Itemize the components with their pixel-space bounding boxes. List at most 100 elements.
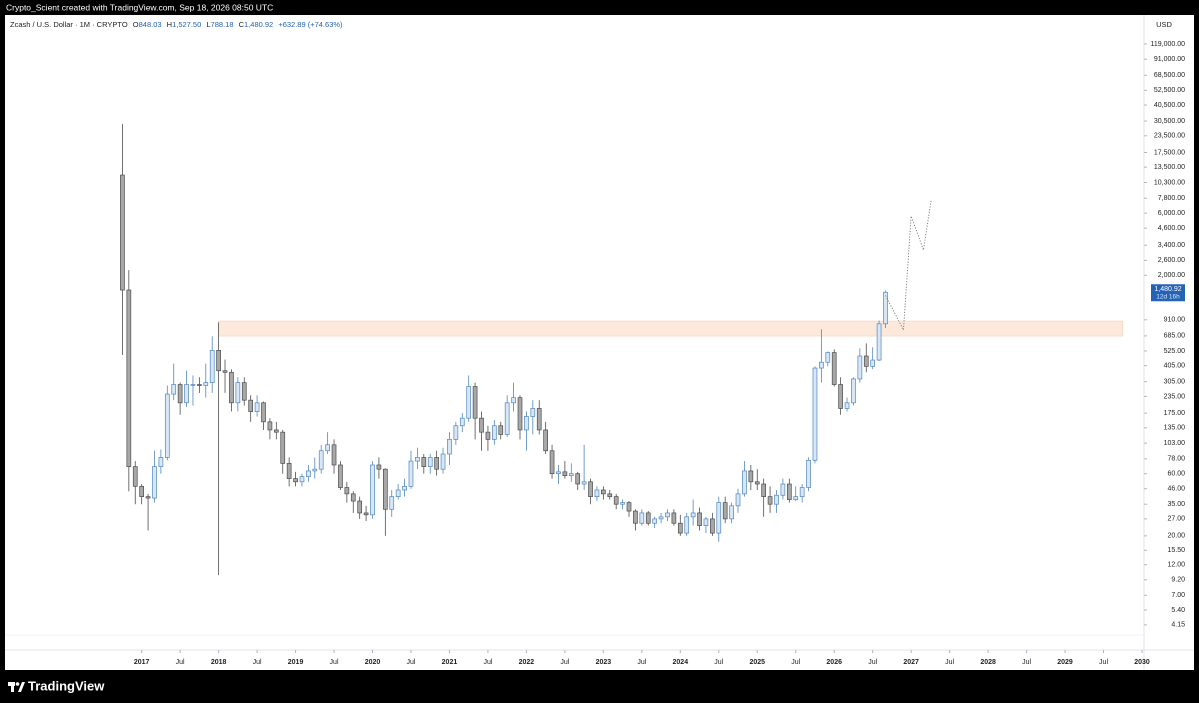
candle-body [312,468,318,472]
candle-body [665,512,670,518]
candle-body [767,496,773,505]
candle-body [613,496,619,505]
logo-shape [18,682,25,692]
candle-body [427,457,433,467]
candle-body [825,352,831,363]
x-tick-label: Jul [253,659,262,666]
candle-body [241,382,247,401]
candle-body [376,464,382,470]
x-tick-label: Jul [791,659,800,666]
candle-body [299,476,305,483]
candle-body [690,512,696,518]
y-tick-label: 91,000.00 [1154,56,1185,63]
candle-body [472,386,478,419]
candle-body [184,384,189,404]
candle-body [838,384,843,409]
candle-body [883,291,888,325]
candle-body [267,421,273,431]
candle-body [844,402,850,409]
candle-body [806,459,811,488]
candle-body [870,359,876,367]
candle-body [774,494,779,505]
candle-body [382,468,388,510]
x-tick-label: Jul [1099,659,1108,666]
candle-body [389,496,395,510]
candle-body [716,502,722,534]
candle-body [447,439,452,455]
candle-body [357,500,363,514]
legend: Zcash / U.S. Dollar · 1M · CRYPTO O848.0… [10,20,343,29]
candle-body [158,457,164,467]
x-tick-label: 2022 [519,659,535,666]
legend-value: 848.03 [139,20,162,29]
candle-body [434,457,439,470]
y-tick-label: 4,600.00 [1158,225,1185,232]
x-tick-label: Jul [714,659,723,666]
y-tick-label: 405.00 [1164,362,1186,369]
candle-body [793,496,799,500]
candle-body [248,399,254,412]
candle-body [177,384,183,404]
y-tick-label: 15.50 [1167,547,1185,554]
candle-body [171,384,177,395]
y-tick-label: 5.40 [1171,607,1185,614]
candle-body [742,470,747,495]
candle-body [703,518,709,526]
candle-body [530,408,536,417]
y-tick-label: 17,500.00 [1154,149,1185,156]
y-tick-label: 40,500.00 [1154,102,1185,109]
candle-body [575,473,581,485]
y-tick-label: 175.00 [1164,410,1186,417]
candle-body [754,481,760,485]
y-tick-label: 7.00 [1171,592,1185,599]
candle-body [812,367,818,461]
candle-body [684,516,690,534]
candle-body [652,518,657,524]
candle-body [748,470,754,483]
y-tick-label: 6,000.00 [1158,210,1185,217]
candle-body [645,512,651,524]
candle-body [511,397,516,404]
x-tick-label: 2030 [1134,659,1150,666]
y-tick-label: 685.00 [1164,333,1186,340]
candle-body [857,355,863,380]
candle-body [594,489,600,497]
candle-body [190,384,196,386]
candle-body [876,323,882,361]
plot-area [120,124,1124,576]
candle-body [626,502,632,512]
candle-body [517,397,523,431]
candle-body [786,483,792,500]
resistance-zone [218,320,1124,337]
candle-body [466,386,472,419]
candle-body [568,473,574,476]
y-tick-label: 30,500.00 [1154,118,1185,125]
candle-body [344,487,350,495]
x-tick-label: Jul [176,659,185,666]
candle-body [543,429,548,452]
y-tick-label: 3,400.00 [1158,242,1185,249]
candle-body [261,402,266,423]
candle-body [222,370,228,373]
x-tick-label: Jul [330,659,339,666]
y-tick-label: 13,500.00 [1154,164,1185,171]
candle-body [197,384,202,386]
y-tick-label: 27.00 [1167,516,1185,523]
candle-body [633,510,638,524]
candle-body [722,502,728,520]
candle-body [831,352,837,385]
candle-body [479,417,484,433]
y-tick-label: 78.00 [1167,456,1185,463]
x-tick-label: Jul [868,659,877,666]
x-tick-label: Jul [637,659,646,666]
y-tick-label: 2,600.00 [1158,257,1185,264]
x-tick-label: Jul [407,659,416,666]
y-tick-label: 10,300.00 [1154,179,1185,186]
candle-body [588,481,593,497]
legend-value: 1,527.50 [172,20,201,29]
candle-body [799,487,805,497]
y-tick-label: 525.00 [1164,348,1186,355]
candle-body [671,512,677,524]
x-tick-label: Jul [560,659,569,666]
